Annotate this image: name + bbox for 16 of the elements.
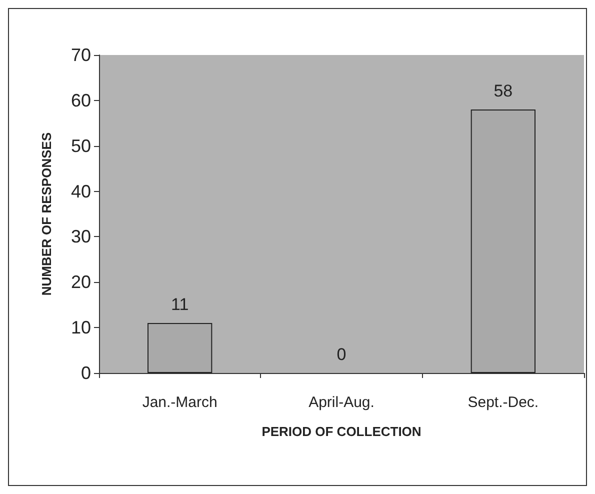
y-tick-label: 0: [80, 363, 91, 383]
y-tick-label: 30: [70, 226, 91, 247]
x-tick-label: Jan.-March: [142, 394, 218, 411]
y-tick-label: 10: [70, 318, 91, 338]
y-tick-label: 60: [70, 90, 91, 110]
x-tick-label: Sept.-Dec.: [468, 394, 539, 411]
x-axis-title: PERIOD OF COLLECTION: [262, 424, 422, 439]
y-tick-label: 20: [70, 272, 91, 292]
data-label: 58: [494, 82, 513, 101]
y-tick-label: 50: [70, 136, 91, 156]
y-tick-label: 40: [70, 181, 91, 202]
y-tick-label: 70: [70, 45, 91, 65]
y-axis-title: NUMBER OF RESPONSES: [39, 132, 54, 296]
data-label: 0: [336, 345, 346, 364]
x-tick-label: April-Aug.: [308, 394, 374, 411]
data-label: 11: [171, 295, 189, 314]
